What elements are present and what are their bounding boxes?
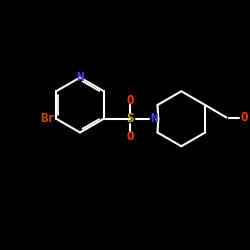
Text: O: O — [126, 130, 134, 143]
Text: O: O — [240, 111, 248, 124]
Text: O: O — [126, 94, 134, 107]
Text: N: N — [76, 71, 84, 84]
Text: S: S — [126, 112, 134, 125]
Text: N: N — [150, 112, 158, 125]
Text: Br: Br — [40, 112, 55, 125]
